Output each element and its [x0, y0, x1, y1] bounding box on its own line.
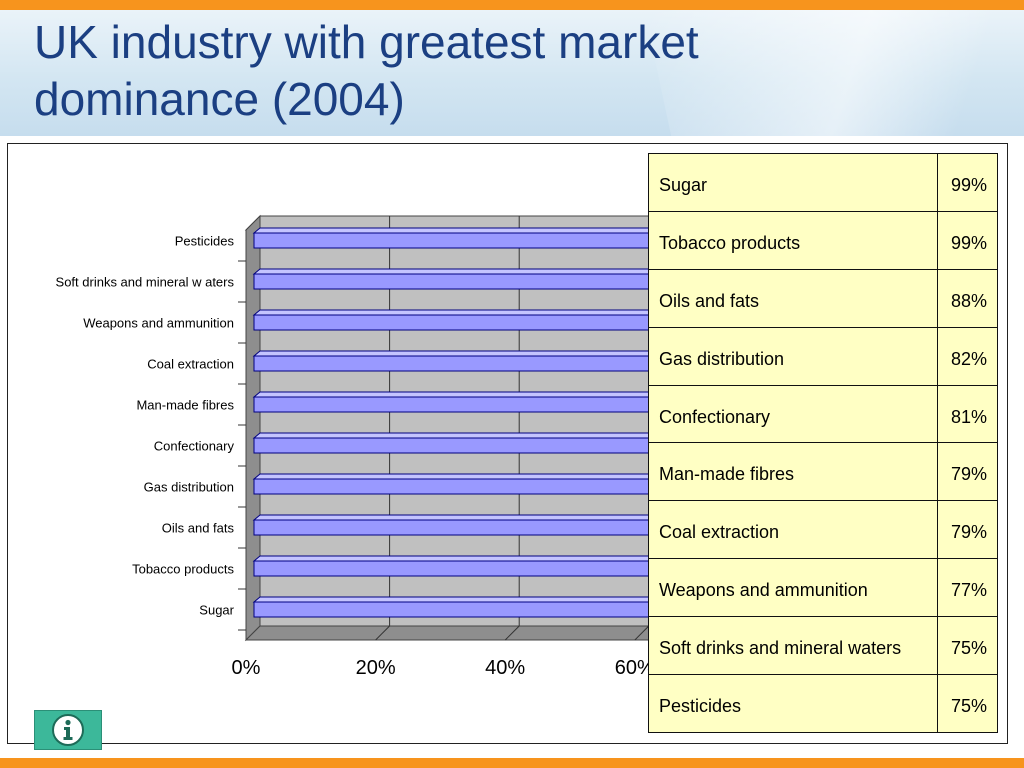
slide-title: UK industry with greatest market dominan…	[34, 16, 699, 125]
table-value-cell: 75%	[937, 616, 998, 676]
header-band	[0, 10, 1024, 136]
info-icon	[52, 714, 84, 746]
table-row: Oils and fats 88%	[648, 268, 998, 328]
top-accent-bar	[0, 0, 1024, 10]
table-row: Weapons and ammunition 77%	[648, 558, 998, 618]
info-button[interactable]	[34, 710, 102, 750]
table-value-cell: 77%	[937, 558, 998, 618]
table-row: Pesticides 75%	[648, 674, 998, 733]
table-value-cell: 79%	[937, 442, 998, 502]
category-label: Oils and fats	[162, 521, 235, 536]
category-label: Confectionary	[154, 439, 235, 454]
floor-gridline	[504, 625, 520, 641]
table-row: Gas distribution 82%	[648, 326, 998, 386]
table-value-cell: 81%	[937, 384, 998, 444]
floor-gridline	[375, 625, 390, 641]
table-value-cell: 75%	[937, 674, 998, 733]
table-row: Coal extraction 79%	[648, 500, 998, 560]
table-value-cell: 79%	[937, 500, 998, 560]
table-value-cell: 99%	[937, 210, 998, 270]
category-label: Pesticides	[175, 234, 235, 249]
category-label: Sugar	[199, 603, 234, 618]
table-label-cell: Sugar	[648, 153, 938, 212]
x-tick-label: 40%	[485, 657, 525, 679]
table-label-cell: Pesticides	[648, 674, 938, 733]
table-label-cell: Soft drinks and mineral waters	[648, 616, 938, 676]
data-table: Sugar 99% Tobacco products 99% Oils and fats…	[648, 153, 998, 733]
category-label: Soft drinks and mineral w aters	[56, 275, 235, 290]
x-tick-label: 0%	[232, 657, 261, 679]
table-value-cell: 82%	[937, 326, 998, 386]
table-row: Man-made fibres 79%	[648, 442, 998, 502]
category-label: Man-made fibres	[136, 398, 234, 413]
table-row: Soft drinks and mineral waters 75%	[648, 616, 998, 676]
table-row: Sugar 99%	[648, 153, 998, 212]
bottom-accent-bar	[0, 758, 1024, 768]
table-label-cell: Oils and fats	[648, 268, 938, 328]
table-label-cell: Confectionary	[648, 384, 938, 444]
category-label: Tobacco products	[132, 562, 234, 577]
table-label-cell: Coal extraction	[648, 500, 938, 560]
table-row: Tobacco products 99%	[648, 210, 998, 270]
x-tick-label: 20%	[356, 657, 396, 679]
category-label: Gas distribution	[144, 480, 234, 495]
table-value-cell: 99%	[937, 153, 998, 212]
table-label-cell: Weapons and ammunition	[648, 558, 938, 618]
floor-gridline	[634, 625, 650, 641]
table-label-cell: Man-made fibres	[648, 442, 938, 502]
table-value-cell: 88%	[937, 268, 998, 328]
category-label: Weapons and ammunition	[83, 316, 234, 331]
table-label-cell: Gas distribution	[648, 326, 938, 386]
table-label-cell: Tobacco products	[648, 210, 938, 270]
category-label: Coal extraction	[147, 357, 234, 372]
x-tick-label: 60%	[615, 657, 655, 679]
table-row: Confectionary 81%	[648, 384, 998, 444]
